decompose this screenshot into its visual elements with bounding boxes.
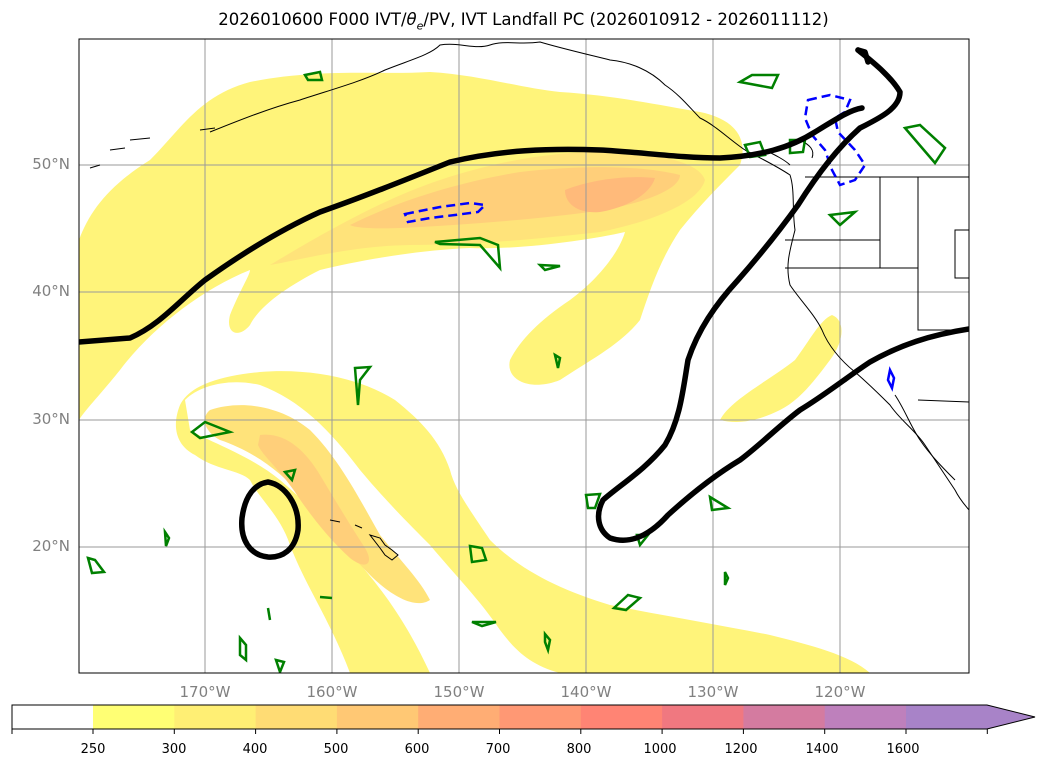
pv-contour (471, 620, 497, 628)
title-suffix: /PV, IVT Landfall PC (2026010912 - 20260… (423, 10, 829, 29)
lon-label-150w: 150°W (433, 683, 485, 701)
colorbar-label-300: 300 (161, 742, 187, 757)
ivt-shading-500 (565, 177, 655, 213)
ivt-band-north-pacific (79, 72, 743, 420)
colorbar-label-1000: 1000 (643, 742, 677, 757)
colorbar-segment-1000 (662, 705, 744, 729)
map-frame (78, 38, 970, 674)
colorbar-segment-500 (336, 705, 419, 729)
pc-contour-north (79, 105, 865, 345)
pv-contour (86, 556, 107, 575)
colorbar-segment-1400 (824, 705, 907, 729)
title-theta: θ (406, 10, 417, 29)
lat-label-30n: 30°N (32, 410, 70, 428)
coast-alaska (209, 41, 746, 151)
ivt-max-north (565, 177, 655, 213)
pv-contours-green (86, 70, 947, 673)
colorbar-segment-700 (499, 705, 582, 729)
colorbar-segment-800 (580, 705, 663, 729)
colorbar-segment-300 (174, 705, 257, 729)
colorbar-segment-1200 (743, 705, 826, 729)
colorbar-label-1200: 1200 (724, 742, 758, 757)
pv-contour (708, 494, 732, 512)
pv-contour (274, 658, 286, 673)
lon-label-130w: 130°W (687, 683, 739, 701)
colorbar-segment-600 (418, 705, 500, 729)
lon-label-170w: 170°W (179, 683, 231, 701)
pv-contour (353, 365, 373, 406)
pc-contour-east (595, 47, 969, 543)
pv-contour (468, 544, 488, 564)
colorbar-extend-arrow (987, 705, 1035, 729)
pv-contours-blue (403, 93, 896, 392)
coast-bc-wa-or-ca (744, 149, 969, 511)
pc-contour-loop (855, 47, 871, 65)
colorbar-label-500: 500 (323, 742, 349, 757)
lat-label-40n: 40°N (32, 282, 70, 300)
lon-label-120w: 120°W (814, 683, 866, 701)
colorbar-label-800: 800 (566, 742, 592, 757)
ivt-band-subtropical (175, 371, 870, 673)
graticule (79, 39, 969, 673)
pv-contour (163, 352, 730, 621)
pv-contour (827, 210, 859, 227)
pv-dashed-contour (403, 201, 488, 224)
pv-contour (611, 593, 643, 612)
colorbar-segment-below (12, 705, 93, 729)
pv-contour (902, 123, 947, 166)
colorbar-label-600: 600 (404, 742, 430, 757)
ivt-core-subtropical (258, 434, 370, 565)
colorbar-segments (93, 705, 988, 729)
colorbar-segment-1600 (906, 705, 988, 729)
coast-aleutians (89, 127, 216, 169)
map-content (79, 39, 969, 673)
pv-contour (303, 70, 324, 82)
title-theta-sub: e (416, 19, 424, 33)
ivt-shading-250 (79, 72, 870, 673)
colorbar-label-1400: 1400 (805, 742, 839, 757)
pc-contours (79, 47, 969, 560)
colorbar-label-700: 700 (485, 742, 511, 757)
pv-contour (736, 73, 780, 90)
pv-contour (543, 630, 552, 655)
colorbar-label-400: 400 (242, 742, 268, 757)
colorbar-ticks (11, 729, 988, 734)
pv-contour (189, 420, 235, 440)
coast-hawaii (329, 519, 399, 561)
colorbar-label-1600: 1600 (886, 742, 920, 757)
ivt-band-california (720, 315, 842, 422)
lat-label-50n: 50°N (32, 155, 70, 173)
pv-dashed-contour (803, 93, 867, 187)
pv-contour (584, 492, 602, 510)
pc-contour-hawaii (239, 479, 301, 560)
colorbar-segment-250 (93, 705, 175, 729)
coast-baja (894, 394, 956, 481)
pv-contour (282, 468, 297, 483)
lon-label-140w: 140°W (560, 683, 612, 701)
title-prefix: 2026010600 F000 IVT/ (218, 10, 407, 29)
pv-contour (434, 236, 502, 272)
coastlines (89, 41, 969, 561)
colorbar-segment-400 (255, 705, 338, 729)
colorbar-label-250: 250 (80, 742, 106, 757)
map-title: 2026010600 F000 IVT/θe/PV, IVT Landfall … (0, 10, 1047, 32)
lon-label-160w: 160°W (306, 683, 358, 701)
lat-label-20n: 20°N (32, 537, 70, 555)
pv-contour (536, 263, 561, 272)
colorbar-outline (11, 704, 1036, 730)
colorbar (11, 704, 1036, 734)
pv-contour-blue (886, 366, 896, 392)
pv-contour (238, 634, 248, 663)
border-states (785, 177, 969, 403)
